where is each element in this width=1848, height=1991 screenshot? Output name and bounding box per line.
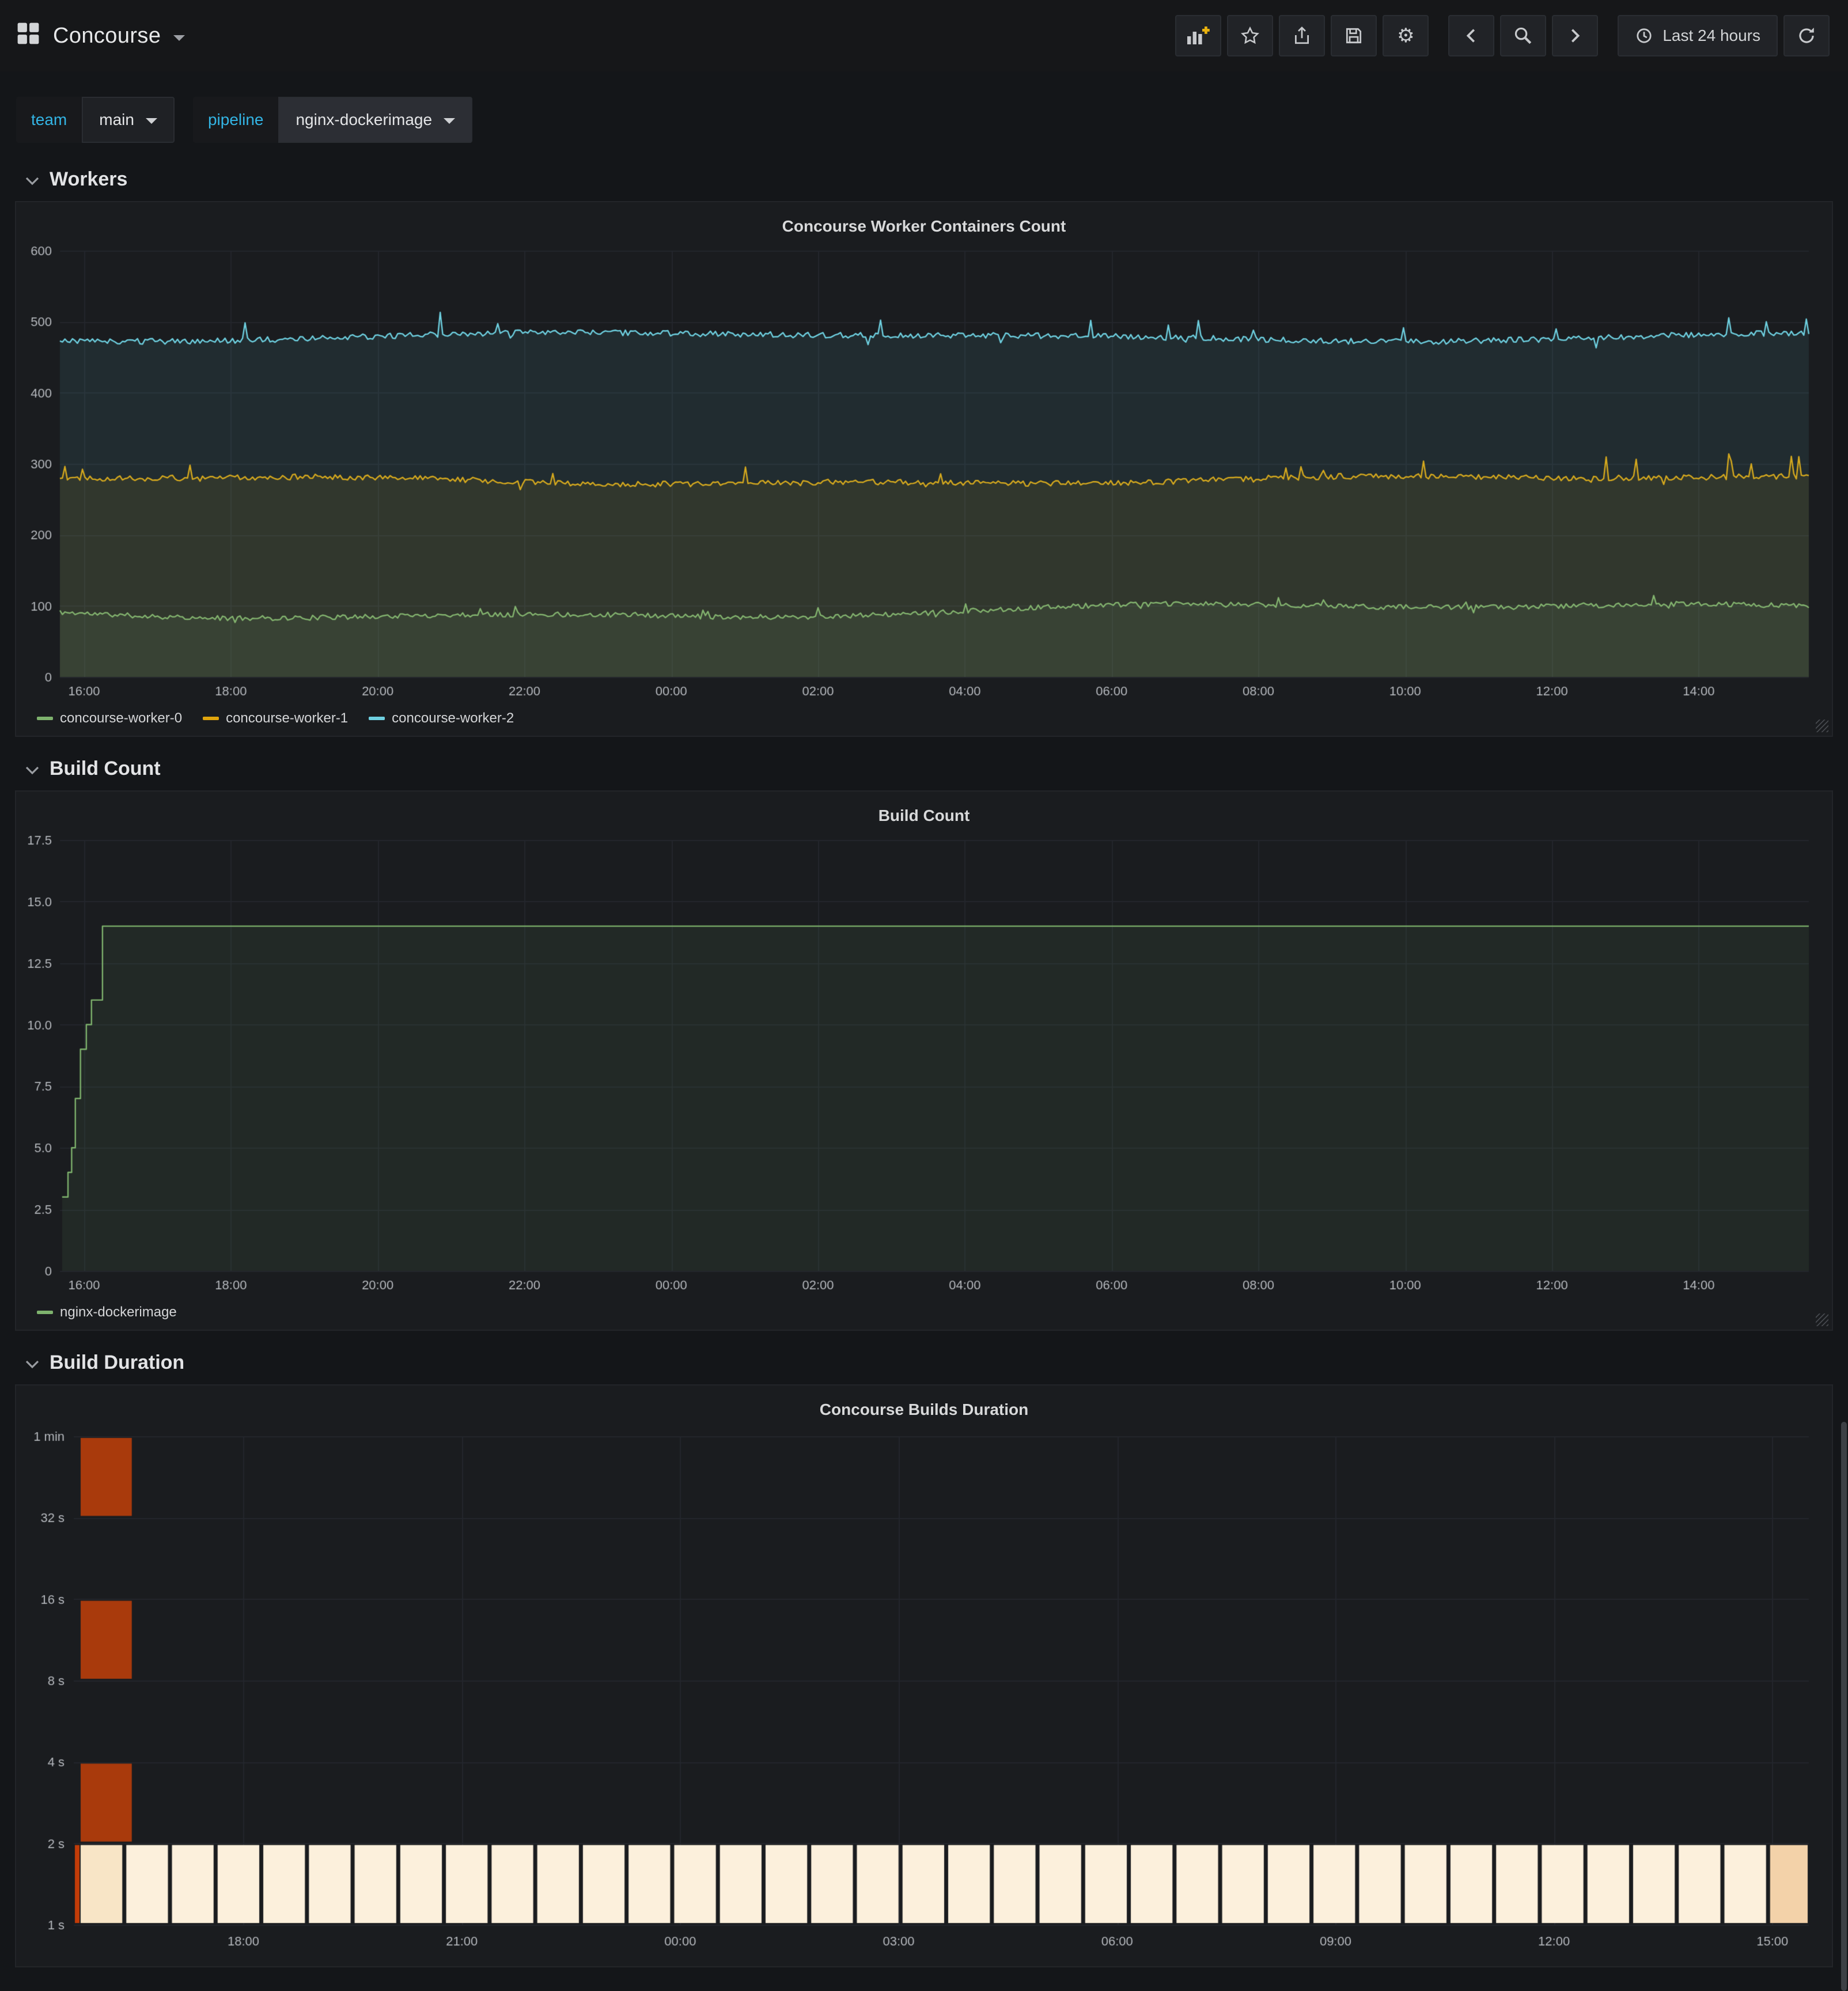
panel-title[interactable]: Concourse Worker Containers Count (782, 217, 1066, 235)
time-range-label: Last 24 hours (1663, 27, 1760, 44)
row-header-build-count[interactable]: Build Count (15, 737, 1833, 790)
resize-handle[interactable] (1816, 1314, 1828, 1326)
time-back-button[interactable] (1448, 15, 1495, 56)
zoom-button[interactable] (1500, 15, 1547, 56)
row-title: Build Duration (50, 1352, 185, 1373)
resize-handle[interactable] (1816, 720, 1828, 732)
refresh-icon (1797, 26, 1816, 46)
dashboard-title[interactable]: Concourse (53, 23, 161, 48)
pipeline-variable-label: pipeline (192, 97, 279, 143)
refresh-button[interactable] (1783, 15, 1830, 56)
legend-swatch (37, 1311, 53, 1314)
legend-item[interactable]: concourse-worker-2 (369, 710, 514, 726)
top-navbar: Concourse (0, 0, 1848, 71)
legend-swatch (203, 717, 219, 720)
time-forward-button[interactable] (1552, 15, 1599, 56)
magnifier-icon (1513, 26, 1533, 46)
save-button[interactable] (1331, 15, 1377, 56)
legend-item[interactable]: concourse-worker-0 (37, 710, 182, 726)
settings-button[interactable]: ⚙ (1383, 15, 1429, 56)
save-icon (1344, 26, 1364, 46)
build-count-chart[interactable] (23, 828, 1825, 1299)
panel-build-count: Build Count nginx-dockerimage (15, 790, 1833, 1331)
row-title: Build Count (50, 758, 161, 779)
row-header-workers[interactable]: Workers (15, 147, 1833, 201)
variables-row: team main pipeline nginx-dockerimage (0, 71, 1848, 147)
share-icon (1292, 26, 1312, 46)
add-panel-button[interactable] (1175, 15, 1222, 56)
caret-down-icon (145, 118, 157, 124)
gear-icon: ⚙ (1397, 25, 1415, 47)
build-duration-heatmap[interactable] (23, 1422, 1825, 1964)
collapse-chevron-icon (25, 169, 39, 190)
row-title: Workers (50, 168, 128, 190)
team-variable: team main (16, 97, 175, 143)
star-icon (1240, 26, 1260, 46)
add-panel-icon (1186, 26, 1210, 46)
panel-build-duration: Concourse Builds Duration (15, 1384, 1833, 1967)
share-button[interactable] (1279, 15, 1326, 56)
worker-containers-chart[interactable] (23, 239, 1825, 705)
chevron-right-icon (1566, 27, 1584, 44)
title-caret-icon[interactable] (173, 35, 185, 41)
chevron-left-icon (1463, 27, 1480, 44)
row-header-build-duration[interactable]: Build Duration (15, 1331, 1833, 1384)
legend-swatch (37, 717, 53, 720)
panel-title[interactable]: Build Count (878, 807, 970, 824)
clock-icon (1635, 27, 1653, 45)
dashboard-body: Workers Concourse Worker Containers Coun… (0, 147, 1848, 1967)
legend-item[interactable]: nginx-dockerimage (37, 1304, 177, 1320)
chart-legend: nginx-dockerimage (23, 1299, 1825, 1327)
scrollbar-thumb[interactable] (1841, 1422, 1847, 1991)
collapse-chevron-icon (25, 758, 39, 779)
panel-title[interactable]: Concourse Builds Duration (819, 1400, 1029, 1418)
team-variable-label: team (16, 97, 82, 143)
apps-grid-icon[interactable] (16, 21, 40, 50)
caret-down-icon (444, 118, 456, 124)
pipeline-variable-value[interactable]: nginx-dockerimage (278, 97, 473, 143)
legend-item[interactable]: concourse-worker-1 (203, 710, 348, 726)
time-range-button[interactable]: Last 24 hours (1618, 15, 1778, 56)
star-button[interactable] (1227, 15, 1274, 56)
collapse-chevron-icon (25, 1352, 39, 1373)
pipeline-variable: pipeline nginx-dockerimage (192, 97, 473, 143)
chart-legend: concourse-worker-0 concourse-worker-1 conc… (23, 705, 1825, 733)
team-variable-value[interactable]: main (82, 97, 175, 143)
panel-worker-containers: Concourse Worker Containers Count concou… (15, 201, 1833, 737)
legend-swatch (369, 717, 385, 720)
